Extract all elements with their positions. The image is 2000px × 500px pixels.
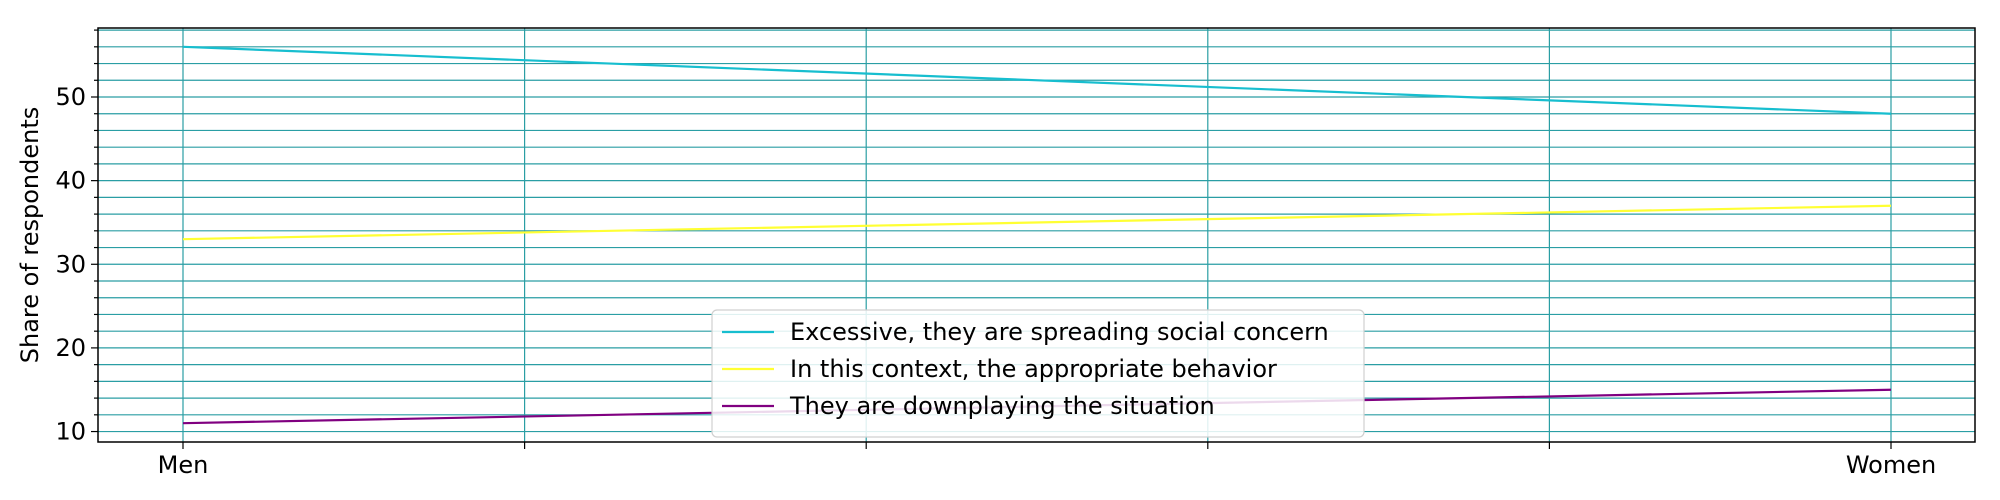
y-axis-label: Share of respondents: [16, 107, 44, 364]
legend-box: [711, 309, 1365, 438]
legend-entry: In this context, the appropriate behavio…: [790, 355, 1277, 383]
y-tick-label: 40: [55, 167, 86, 195]
series-line: [182, 45, 1892, 115]
x-tick-label: Men: [158, 451, 209, 479]
y-tick-label: 50: [55, 83, 86, 111]
y-tick-label: 30: [55, 250, 86, 278]
y-tick-label: 10: [55, 418, 86, 446]
y-axis-ticks: 10 20 30 40 50: [55, 29, 98, 446]
x-tick-label: Women: [1846, 451, 1936, 479]
series-line: [182, 204, 1892, 241]
x-axis-ticks: Men Women: [158, 442, 1936, 479]
grid-lines: [98, 28, 1975, 442]
legend-entry: They are downplaying the situation: [789, 392, 1215, 420]
legend: Excessive, they are spreading social con…: [711, 309, 1365, 438]
plot-frame: [97, 27, 1976, 443]
legend-entry: Excessive, they are spreading social con…: [790, 318, 1329, 346]
y-tick-label: 20: [55, 334, 86, 362]
